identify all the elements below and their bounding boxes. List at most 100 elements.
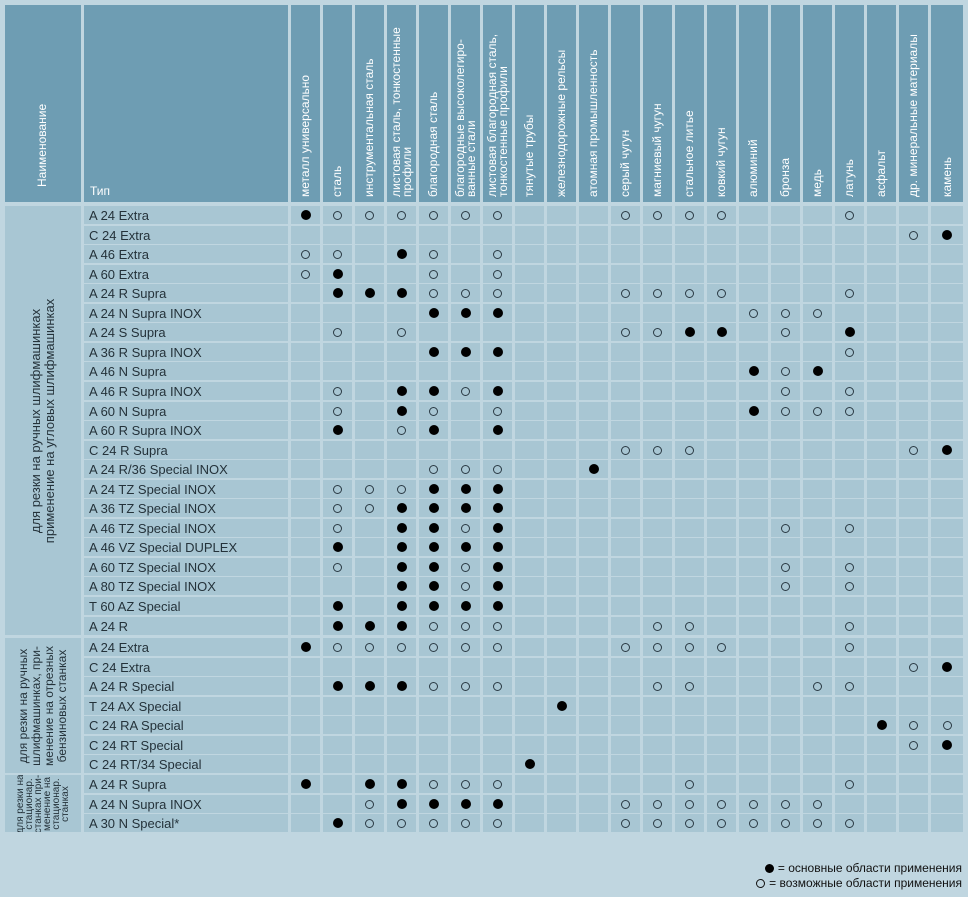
row-type-2-5: C 24 RA Special [84, 716, 288, 734]
table-cell [387, 597, 416, 615]
table-cell [931, 441, 963, 459]
open-circle-icon [461, 523, 470, 533]
table-cell [771, 638, 800, 656]
open-circle-icon [909, 720, 918, 730]
table-cell [707, 304, 736, 322]
table-cell [547, 460, 576, 478]
open-circle-icon [493, 681, 502, 691]
row-type-1-7: A 24 S Supra [84, 323, 288, 341]
table-cell [867, 441, 896, 459]
table-cell [835, 226, 864, 244]
table-cell [899, 226, 928, 244]
table-cell [291, 480, 320, 498]
table-cell [867, 480, 896, 498]
open-circle-icon [493, 818, 502, 828]
table-cell [675, 382, 704, 400]
table-cell [611, 638, 640, 656]
table-cell [867, 658, 896, 676]
open-circle-icon [397, 210, 406, 220]
table-cell [803, 538, 832, 556]
table-cell [579, 638, 608, 656]
open-circle-icon [461, 818, 470, 828]
table-cell [355, 206, 384, 224]
table-cell [419, 755, 448, 773]
table-cell [931, 460, 963, 478]
filled-circle-icon [524, 759, 535, 769]
table-cell [579, 499, 608, 517]
table-cell [771, 343, 800, 361]
table-cell [643, 795, 672, 813]
table-cell [643, 441, 672, 459]
table-cell [483, 677, 512, 695]
open-circle-icon [717, 210, 726, 220]
table-cell [547, 226, 576, 244]
open-circle-icon [365, 484, 374, 494]
table-cell [739, 538, 768, 556]
group-label-1: для резки на ручных шлифмашинках примене… [28, 298, 57, 543]
filled-circle-icon [428, 799, 439, 809]
table-cell [419, 441, 448, 459]
open-circle-icon [653, 327, 662, 337]
table-cell [387, 697, 416, 715]
group-label-cell-2: для резки на ручных шлифмашинках, при- м… [5, 638, 81, 773]
table-cell [867, 245, 896, 263]
table-cell [515, 814, 544, 832]
table-cell [547, 382, 576, 400]
table-cell [931, 638, 963, 656]
column-header-label-9: железнодорожные рельсы [554, 49, 568, 197]
column-header-1: металл универсально [291, 5, 320, 202]
table-cell [611, 597, 640, 615]
table-cell [355, 245, 384, 263]
table-cell [931, 814, 963, 832]
table-cell [707, 206, 736, 224]
table-cell [579, 245, 608, 263]
table-cell [739, 558, 768, 576]
filled-circle-icon [716, 327, 727, 337]
table-cell [291, 343, 320, 361]
table-cell [547, 284, 576, 302]
group-label-2: для резки на ручных шлифмашинках, при- м… [16, 645, 69, 766]
table-cell [739, 597, 768, 615]
table-cell [483, 795, 512, 813]
table-cell [931, 677, 963, 695]
table-cell [387, 480, 416, 498]
column-header-20: др. минеральные материалы [899, 5, 928, 202]
table-cell [547, 775, 576, 793]
table-cell [771, 697, 800, 715]
open-circle-icon [397, 818, 406, 828]
table-cell [515, 577, 544, 595]
table-cell [867, 519, 896, 537]
open-circle-icon [461, 288, 470, 298]
table-cell [515, 597, 544, 615]
table-cell [643, 775, 672, 793]
table-cell [611, 206, 640, 224]
table-cell [899, 362, 928, 380]
table-cell [419, 226, 448, 244]
table-cell [611, 362, 640, 380]
table-cell [899, 421, 928, 439]
open-circle-icon [493, 464, 502, 474]
table-cell [419, 638, 448, 656]
table-cell [803, 795, 832, 813]
table-cell [931, 421, 963, 439]
table-cell [483, 226, 512, 244]
table-cell [323, 519, 352, 537]
table-cell [579, 226, 608, 244]
table-cell [547, 597, 576, 615]
table-cell [707, 480, 736, 498]
table-cell [515, 304, 544, 322]
open-circle-icon [621, 327, 630, 337]
table-cell [675, 597, 704, 615]
table-cell [803, 304, 832, 322]
open-circle-icon [845, 642, 854, 652]
table-cell [931, 519, 963, 537]
table-cell [835, 538, 864, 556]
table-cell [867, 382, 896, 400]
filled-circle-icon [332, 425, 343, 435]
filled-circle-icon [428, 347, 439, 357]
table-cell [387, 519, 416, 537]
table-cell [867, 638, 896, 656]
table-cell [643, 658, 672, 676]
table-cell [483, 814, 512, 832]
table-cell [931, 597, 963, 615]
